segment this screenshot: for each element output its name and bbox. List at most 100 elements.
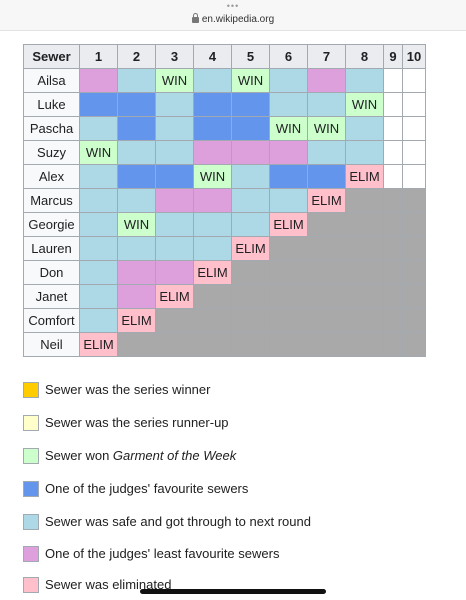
legend-label-emphasis: Garment of the Week xyxy=(112,448,237,463)
result-cell xyxy=(155,164,194,189)
sewer-name: Lauren xyxy=(23,236,80,261)
sewer-name: Don xyxy=(23,260,80,285)
sewer-name: Janet xyxy=(23,284,80,309)
result-cell xyxy=(383,92,403,117)
legend-label: One of the judges' least favourite sewer… xyxy=(45,546,280,561)
header-sewer: Sewer xyxy=(23,44,80,69)
header-week: 10 xyxy=(402,44,426,69)
header-week: 7 xyxy=(307,44,346,69)
result-cell xyxy=(231,212,270,237)
result-cell: WIN xyxy=(231,68,270,93)
table-header-row: Sewer 1 2 3 4 5 6 7 8 9 10 xyxy=(23,44,426,69)
result-cell xyxy=(307,140,346,165)
result-cell xyxy=(402,188,426,213)
result-cell xyxy=(402,68,426,93)
result-cell: ELIM xyxy=(345,164,384,189)
result-cell: ELIM xyxy=(269,212,308,237)
result-cell xyxy=(383,68,403,93)
header-week: 4 xyxy=(193,44,232,69)
result-cell xyxy=(383,260,403,285)
result-cell xyxy=(307,212,346,237)
result-cell xyxy=(345,260,384,285)
url-text: en.wikipedia.org xyxy=(201,14,275,25)
table-row: Georgie WIN ELIM xyxy=(23,212,426,237)
result-cell xyxy=(383,188,403,213)
result-cell xyxy=(402,212,426,237)
result-cell xyxy=(269,284,308,309)
legend-swatch xyxy=(23,514,39,530)
result-cell xyxy=(231,116,270,141)
header-week: 6 xyxy=(269,44,308,69)
result-cell xyxy=(79,260,118,285)
result-cell xyxy=(345,116,384,141)
result-cell xyxy=(345,308,384,333)
result-cell xyxy=(231,284,270,309)
result-cell xyxy=(117,68,156,93)
header-week: 1 xyxy=(79,44,118,69)
result-cell xyxy=(345,188,384,213)
result-cell xyxy=(193,236,232,261)
result-cell xyxy=(307,164,346,189)
lock-icon xyxy=(191,13,199,23)
result-cell xyxy=(193,284,232,309)
result-cell xyxy=(193,140,232,165)
result-cell xyxy=(193,116,232,141)
sewer-progress-table: Sewer 1 2 3 4 5 6 7 8 9 10 Ailsa WIN WIN Lu… xyxy=(23,44,426,357)
result-cell xyxy=(117,284,156,309)
address-bar[interactable]: en.wikipedia.org xyxy=(0,13,466,26)
result-cell xyxy=(231,164,270,189)
result-cell xyxy=(193,68,232,93)
legend-swatch xyxy=(23,481,39,497)
result-cell xyxy=(402,116,426,141)
table-row: Suzy WIN xyxy=(23,140,426,165)
result-cell xyxy=(155,140,194,165)
result-cell xyxy=(402,284,426,309)
result-cell xyxy=(383,212,403,237)
result-cell xyxy=(402,308,426,333)
sewer-name: Ailsa xyxy=(23,68,80,93)
result-cell xyxy=(155,308,194,333)
result-cell xyxy=(345,332,384,357)
result-cell xyxy=(117,140,156,165)
result-cell xyxy=(269,308,308,333)
table-row: Marcus ELIM xyxy=(23,188,426,213)
legend-label: Sewer was eliminated xyxy=(45,577,172,592)
result-cell: WIN xyxy=(269,116,308,141)
result-cell xyxy=(117,164,156,189)
more-dots-icon[interactable]: ••• xyxy=(226,1,240,11)
legend-item: Sewer was the series winner xyxy=(23,382,210,398)
legend-label: One of the judges' favourite sewers xyxy=(45,481,249,496)
browser-toolbar: ••• en.wikipedia.org xyxy=(0,0,466,31)
result-cell xyxy=(79,212,118,237)
result-cell xyxy=(402,260,426,285)
result-cell xyxy=(402,236,426,261)
table-row: Luke WIN xyxy=(23,92,426,117)
result-cell xyxy=(269,140,308,165)
result-cell xyxy=(117,260,156,285)
header-week: 3 xyxy=(155,44,194,69)
header-week: 8 xyxy=(345,44,384,69)
result-cell xyxy=(307,332,346,357)
result-cell xyxy=(383,140,403,165)
result-cell xyxy=(402,140,426,165)
result-cell xyxy=(269,236,308,261)
legend-item: Sewer was eliminated xyxy=(23,577,171,593)
result-cell: WIN xyxy=(155,68,194,93)
result-cell: WIN xyxy=(307,116,346,141)
result-cell xyxy=(231,140,270,165)
result-cell xyxy=(269,92,308,117)
result-cell xyxy=(402,164,426,189)
result-cell xyxy=(155,260,194,285)
legend-item: Sewer was the series runner-up xyxy=(23,415,229,431)
result-cell xyxy=(307,92,346,117)
result-cell xyxy=(383,332,403,357)
result-cell: ELIM xyxy=(117,308,156,333)
home-indicator[interactable] xyxy=(140,589,326,594)
result-cell xyxy=(79,164,118,189)
result-cell: ELIM xyxy=(307,188,346,213)
result-cell xyxy=(155,116,194,141)
result-cell xyxy=(402,332,426,357)
result-cell xyxy=(307,308,346,333)
result-cell xyxy=(231,260,270,285)
table-row: Don ELIM xyxy=(23,260,426,285)
